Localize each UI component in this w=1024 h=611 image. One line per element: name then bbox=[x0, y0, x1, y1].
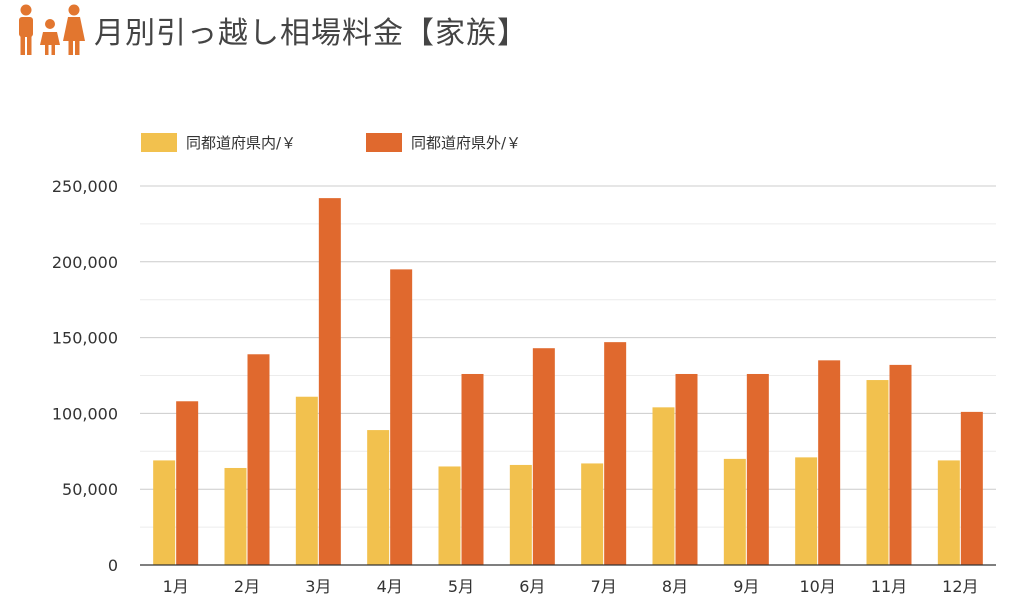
bar-intra-prefecture bbox=[509, 464, 532, 565]
bar-intra-prefecture bbox=[295, 396, 318, 565]
x-tick-label: 12月 bbox=[942, 577, 978, 596]
bar-intra-prefecture bbox=[224, 467, 247, 565]
bar-inter-prefecture bbox=[889, 364, 912, 565]
legend-label: 同都道府県内/￥ bbox=[186, 134, 296, 152]
x-tick-label: 3月 bbox=[305, 577, 331, 596]
x-tick-label: 11月 bbox=[871, 577, 907, 596]
y-tick-label: 50,000 bbox=[62, 480, 118, 499]
legend-swatch bbox=[141, 133, 177, 152]
bar-inter-prefecture bbox=[461, 373, 484, 565]
bar-intra-prefecture bbox=[723, 458, 746, 565]
family-icon bbox=[19, 4, 85, 55]
legend-label: 同都道府県外/￥ bbox=[411, 134, 521, 152]
bar-inter-prefecture bbox=[390, 269, 413, 565]
x-tick-label: 5月 bbox=[448, 577, 474, 596]
page-title: 月別引っ越し相場料金【家族】 bbox=[94, 16, 528, 51]
x-tick-label: 10月 bbox=[799, 577, 835, 596]
y-tick-label: 200,000 bbox=[52, 253, 118, 272]
y-tick-label: 250,000 bbox=[52, 177, 118, 196]
grid-lines bbox=[140, 185, 996, 528]
x-tick-label: 6月 bbox=[519, 577, 545, 596]
bar-intra-prefecture bbox=[652, 407, 675, 565]
bar-intra-prefecture bbox=[795, 457, 818, 565]
x-tick-label: 9月 bbox=[733, 577, 759, 596]
y-tick-label: 150,000 bbox=[52, 329, 118, 348]
x-tick-label: 7月 bbox=[591, 577, 617, 596]
bars bbox=[153, 198, 983, 566]
bar-inter-prefecture bbox=[176, 401, 199, 565]
x-tick-label: 1月 bbox=[163, 577, 189, 596]
bar-intra-prefecture bbox=[438, 466, 461, 565]
bar-intra-prefecture bbox=[581, 463, 604, 565]
chart-header: 月別引っ越し相場料金【家族】 bbox=[14, 2, 528, 58]
bar-intra-prefecture bbox=[153, 460, 176, 565]
bar-inter-prefecture bbox=[818, 360, 841, 565]
x-tick-label: 4月 bbox=[377, 577, 403, 596]
bar-intra-prefecture bbox=[866, 380, 889, 565]
bar-inter-prefecture bbox=[318, 198, 341, 566]
bar-inter-prefecture bbox=[960, 411, 983, 565]
x-tick-label: 2月 bbox=[234, 577, 260, 596]
axes: 0 50,000 100,000 150,000 200,000 250,000 1月 2月 3… bbox=[52, 177, 996, 596]
bar-inter-prefecture bbox=[532, 348, 555, 565]
x-tick-label: 8月 bbox=[662, 577, 688, 596]
bar-inter-prefecture bbox=[675, 373, 698, 565]
bar-inter-prefecture bbox=[247, 354, 270, 565]
bar-intra-prefecture bbox=[937, 460, 960, 565]
y-tick-label: 100,000 bbox=[52, 404, 118, 423]
legend: 同都道府県内/￥ 同都道府県外/￥ bbox=[141, 133, 521, 152]
legend-swatch bbox=[366, 133, 402, 152]
bar-intra-prefecture bbox=[367, 430, 390, 565]
bar-inter-prefecture bbox=[604, 342, 627, 565]
y-tick-label: 0 bbox=[108, 556, 118, 575]
bar-inter-prefecture bbox=[746, 373, 769, 565]
